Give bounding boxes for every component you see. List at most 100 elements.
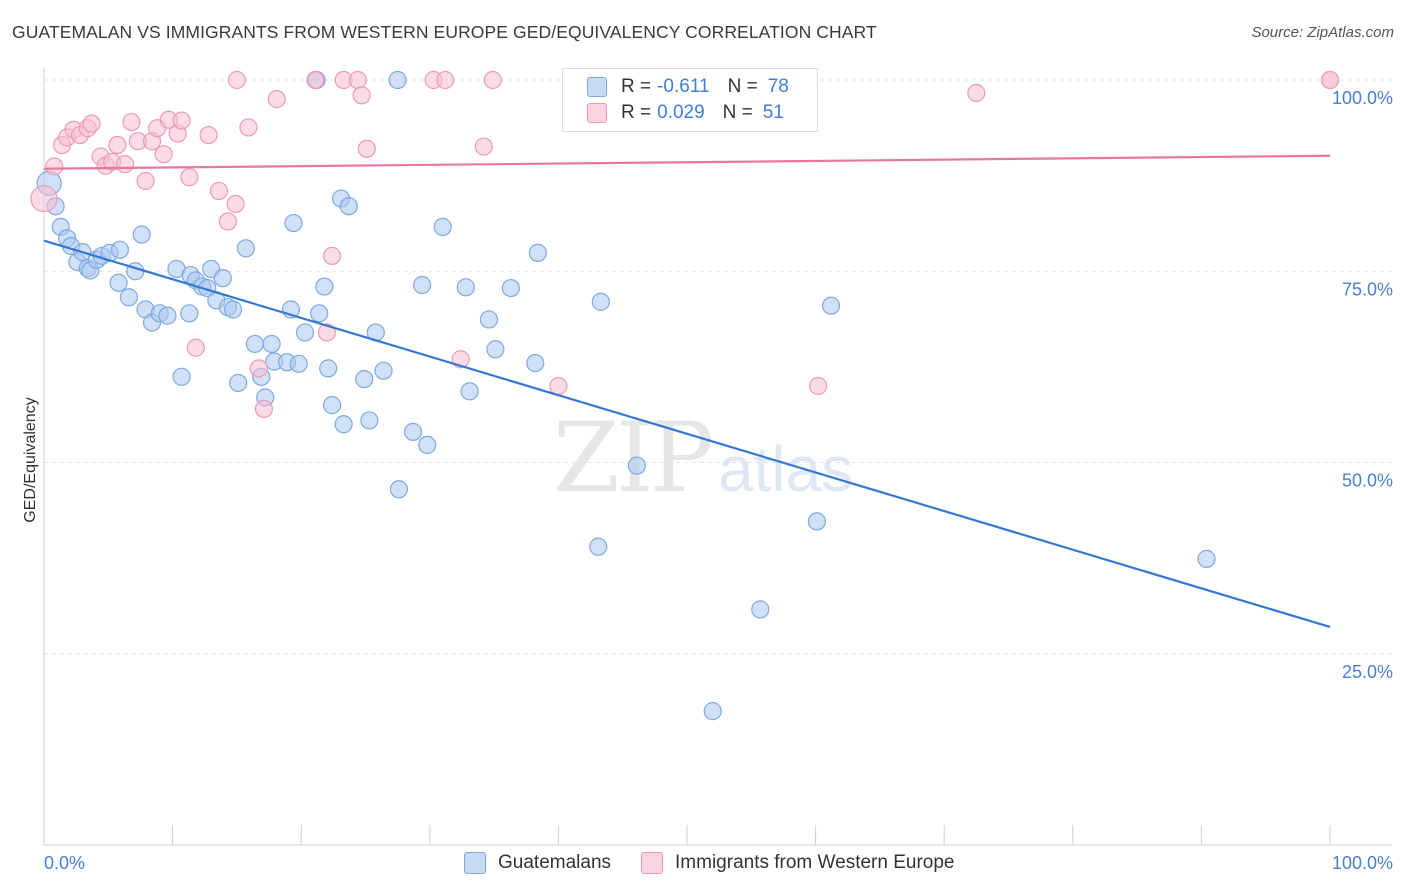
western-europe-trend-line xyxy=(43,154,1331,170)
guatemalan-point xyxy=(158,306,177,325)
guatemalan-point xyxy=(245,334,265,354)
western-europe-point xyxy=(322,246,342,266)
y-tick-label: 75.0% xyxy=(1342,279,1393,299)
legend-r-label: R = xyxy=(621,102,652,123)
legend-n-value: 78 xyxy=(767,76,789,97)
legend-label-western-europe: Immigrants from Western Europe xyxy=(675,852,955,873)
western-europe-point xyxy=(267,90,286,109)
guatemalan-point xyxy=(262,334,281,354)
chart-source: Source: ZipAtlas.com xyxy=(1251,24,1394,41)
western-europe-point xyxy=(108,135,127,155)
legend-r-value: 0.029 xyxy=(657,102,705,123)
guatemalan-point xyxy=(229,373,248,393)
western-europe-point xyxy=(254,399,274,419)
guatemalan-point xyxy=(374,361,393,380)
guatemalan-point xyxy=(360,411,379,430)
guatemalan-point xyxy=(412,275,432,295)
guatemalan-point xyxy=(418,435,437,455)
guatemalan-point xyxy=(284,213,303,233)
western-europe-point xyxy=(154,145,173,164)
guatemalan-point xyxy=(109,273,128,292)
western-europe-point xyxy=(218,212,237,231)
guatemalan-point xyxy=(180,304,199,323)
series-legend: Guatemalans Immigrants from Western Euro… xyxy=(464,852,984,874)
correlation-legend: R = -0.611 N = 78 R = 0.029 N = 51 xyxy=(562,68,818,132)
guatemalan-point xyxy=(223,300,243,319)
western-europe-point xyxy=(136,171,155,191)
western-europe-point xyxy=(209,181,228,201)
guatemalan-point xyxy=(119,288,138,307)
western-europe-point xyxy=(122,112,141,132)
western-europe-point xyxy=(249,359,268,378)
legend-n-value: 51 xyxy=(762,102,784,123)
data-points xyxy=(30,70,1340,721)
western-europe-point xyxy=(172,111,191,130)
guatemalan-point xyxy=(751,600,770,619)
guatemalan-point xyxy=(213,269,232,288)
guatemalan-point xyxy=(501,278,520,298)
western-europe-point xyxy=(306,70,325,90)
western-europe-point xyxy=(348,70,367,90)
legend-r-label: R = xyxy=(621,76,652,97)
guatemalan-point xyxy=(339,197,358,216)
western-europe-point xyxy=(186,338,205,357)
western-europe-point xyxy=(227,70,246,90)
guatemalan-point xyxy=(132,225,151,244)
axes xyxy=(43,68,1392,846)
guatemalan-point xyxy=(315,277,334,296)
western-europe-point xyxy=(226,194,245,214)
western-europe-point xyxy=(483,70,502,90)
western-europe-point xyxy=(239,118,258,137)
guatemalan-point xyxy=(403,422,423,441)
guatemalan-point xyxy=(589,537,608,556)
guatemalan-point xyxy=(172,367,191,386)
legend-swatch-pink xyxy=(641,852,664,874)
western-europe-point xyxy=(1320,70,1340,90)
western-europe-point xyxy=(474,137,493,156)
western-europe-point xyxy=(352,86,371,105)
legend-item-western-europe: Immigrants from Western Europe xyxy=(641,852,954,874)
western-europe-point xyxy=(115,155,135,174)
trend-lines xyxy=(43,154,1331,629)
guatemalan-point xyxy=(388,70,407,90)
western-europe-point xyxy=(82,114,101,133)
guatemalan-point xyxy=(319,359,338,378)
x-tick-label: 100.0% xyxy=(1332,853,1393,873)
guatemalan-point xyxy=(703,702,722,721)
guatemalan-point xyxy=(528,243,547,262)
legend-row-guatemalans: R = -0.611 N = 78 xyxy=(587,75,789,99)
guatemalan-trend-line xyxy=(43,239,1331,629)
western-europe-point xyxy=(436,70,455,90)
western-europe-point xyxy=(45,157,64,176)
western-europe-point xyxy=(357,139,376,158)
y-tick-label: 50.0% xyxy=(1342,471,1393,491)
guatemalan-point xyxy=(295,323,315,342)
western-europe-point xyxy=(180,168,199,187)
legend-n-label: N = xyxy=(727,76,758,97)
legend-swatch-blue xyxy=(464,852,486,874)
guatemalan-point xyxy=(334,415,353,434)
legend-r-value: -0.611 xyxy=(657,76,710,97)
legend-swatch-pink xyxy=(587,103,607,123)
guatemalan-point xyxy=(460,382,479,401)
guatemalan-point xyxy=(591,292,610,311)
western-europe-point xyxy=(967,83,986,103)
legend-item-guatemalans: Guatemalans xyxy=(464,852,611,874)
legend-label-guatemalans: Guatemalans xyxy=(498,852,612,873)
guatemalan-point xyxy=(456,278,475,297)
guatemalan-point xyxy=(526,353,545,373)
guatemalan-point xyxy=(110,240,129,259)
tick-labels: 25.0% 50.0% 75.0% 100.0% 0.0% 100.0% GED/Equiv… xyxy=(22,88,1393,873)
y-tick-label: 100.0% xyxy=(1332,88,1393,108)
western-europe-point xyxy=(549,376,568,396)
guatemalan-point xyxy=(310,304,329,323)
legend-swatch-blue xyxy=(587,77,607,97)
x-tick-label: 0.0% xyxy=(44,853,85,873)
western-europe-point xyxy=(199,125,218,145)
western-europe-point xyxy=(317,323,337,342)
legend-row-western-europe: R = 0.029 N = 51 xyxy=(587,101,784,125)
y-axis-label: GED/Equivalency xyxy=(22,397,39,522)
guatemalan-point xyxy=(355,370,374,389)
guatemalan-point xyxy=(479,310,499,329)
